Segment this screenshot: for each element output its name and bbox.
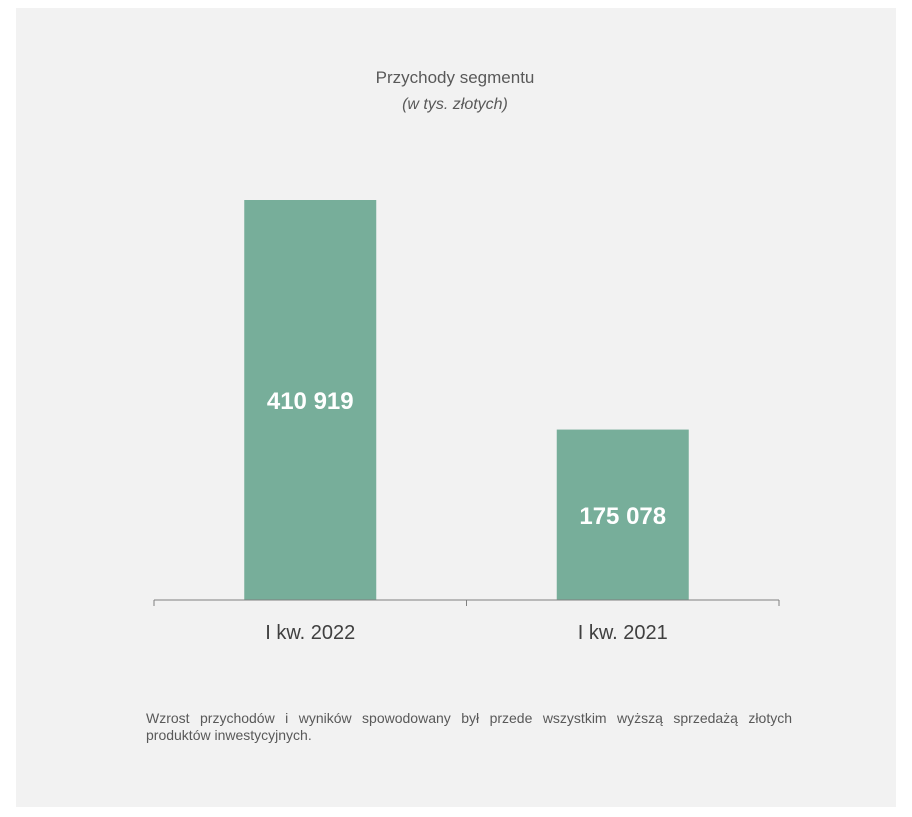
chart-subtitle: (w tys. złotych): [402, 96, 508, 113]
bar-2: [556, 429, 689, 600]
x-tick-label-2: I kw. 2021: [578, 622, 668, 644]
chart-title: Przychody segmentu: [376, 68, 535, 87]
chart-footnote: Wzrost przychodów i wyników spowodowany …: [146, 710, 792, 743]
x-axis: I kw. 2022 I kw. 2021: [153, 599, 780, 644]
x-tick-label-1: I kw. 2022: [265, 622, 355, 644]
bar-1: [244, 200, 377, 600]
bar-value-label-2: 175 078: [579, 503, 666, 530]
chart-panel: [16, 8, 896, 807]
bars-layer: 410 919 175 078: [244, 200, 689, 600]
bar-value-label-1: 410 919: [267, 388, 354, 415]
